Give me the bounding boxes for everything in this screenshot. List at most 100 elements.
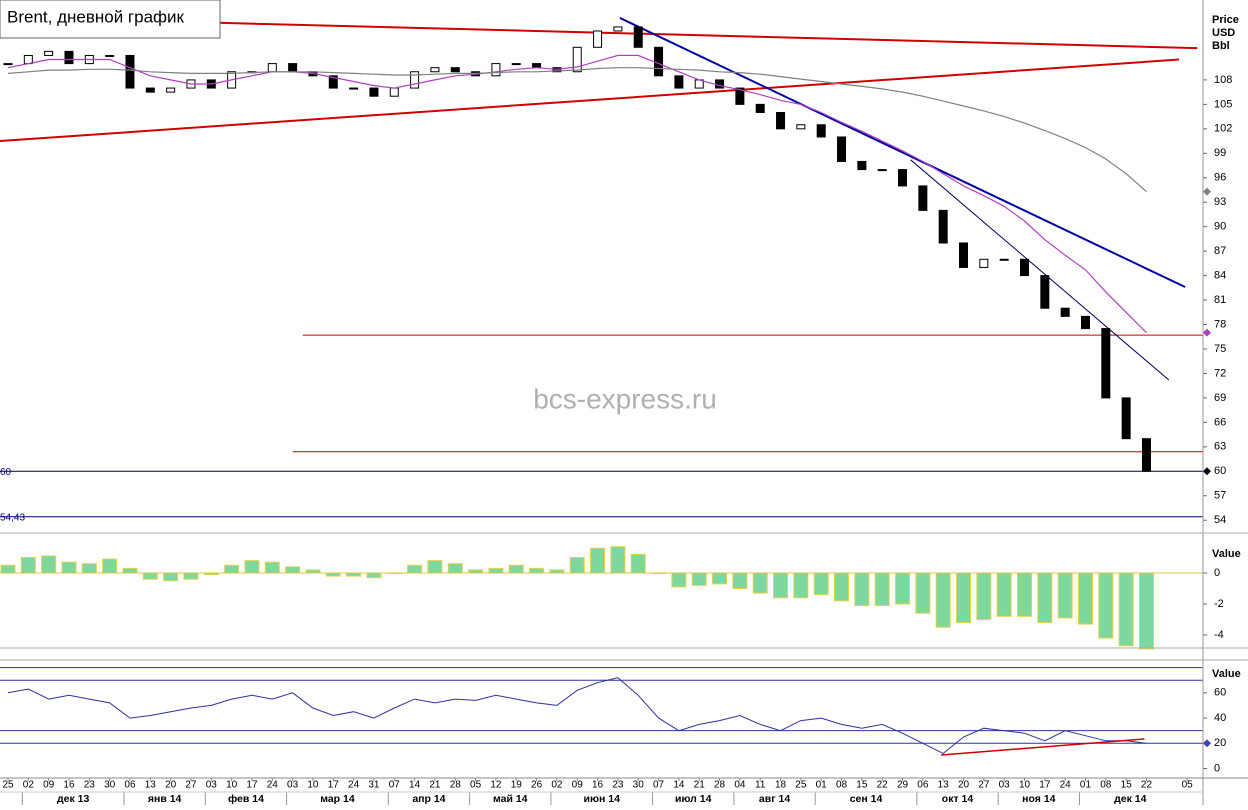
y-axis-label: Price bbox=[1212, 14, 1239, 26]
y-tick-label: 20 bbox=[1214, 737, 1226, 749]
x-tick-label: 24 bbox=[348, 780, 360, 791]
watermark: bcs-express.ru bbox=[533, 383, 717, 414]
macd-bar bbox=[935, 572, 951, 628]
candle bbox=[572, 46, 582, 73]
x-tick-label: 01 bbox=[1080, 780, 1092, 791]
x-tick-label: 03 bbox=[206, 780, 218, 791]
macd-bar bbox=[447, 563, 463, 574]
candle bbox=[735, 87, 745, 105]
candle bbox=[999, 258, 1009, 261]
y-tick-label: 60 bbox=[1214, 687, 1226, 699]
x-tick-label: 20 bbox=[165, 780, 177, 791]
x-tick-label: 08 bbox=[1100, 780, 1112, 791]
macd-bar bbox=[1098, 572, 1114, 639]
x-tick-label: 15 bbox=[856, 780, 868, 791]
macd-bar bbox=[0, 564, 16, 574]
y-tick-label: 93 bbox=[1214, 196, 1226, 208]
x-tick-label: 28 bbox=[450, 780, 462, 791]
macd-bar bbox=[1138, 572, 1154, 650]
x-tick-label: 17 bbox=[1039, 780, 1051, 791]
macd-bar bbox=[244, 560, 260, 574]
macd-bar bbox=[671, 572, 687, 588]
candle bbox=[44, 50, 54, 56]
x-tick-label: 30 bbox=[104, 780, 116, 791]
y-tick-label: 72 bbox=[1214, 367, 1226, 379]
moving-average bbox=[7, 67, 1147, 193]
macd-bar bbox=[773, 572, 789, 599]
macd-bar bbox=[996, 572, 1012, 617]
macd-bar bbox=[834, 572, 850, 602]
candle bbox=[389, 87, 399, 97]
y-tick-label: 75 bbox=[1214, 343, 1226, 355]
y-tick-label: 81 bbox=[1214, 294, 1226, 306]
candle bbox=[23, 54, 33, 65]
macd-bar bbox=[813, 572, 829, 596]
x-tick-label: 27 bbox=[978, 780, 990, 791]
x-tick-label: 12 bbox=[490, 780, 502, 791]
macd-bar bbox=[630, 553, 646, 574]
x-tick-label: 24 bbox=[1060, 780, 1072, 791]
x-tick-label: 10 bbox=[307, 780, 319, 791]
trendline bbox=[910, 159, 1170, 381]
x-tick-label: 16 bbox=[592, 780, 604, 791]
x-tick-label: 04 bbox=[734, 780, 746, 791]
moving-average bbox=[7, 54, 1147, 334]
candle bbox=[938, 209, 948, 244]
month-label: апр 14 bbox=[412, 793, 445, 805]
month-label: май 14 bbox=[493, 793, 528, 805]
y-tick-label: 105 bbox=[1214, 98, 1232, 110]
x-tick-label: 24 bbox=[267, 780, 279, 791]
candle bbox=[328, 75, 338, 89]
x-tick-label: 14 bbox=[409, 780, 421, 791]
x-tick-label: 03 bbox=[287, 780, 299, 791]
month-label: июн 14 bbox=[584, 793, 621, 805]
candle bbox=[816, 124, 826, 138]
candle bbox=[349, 87, 359, 90]
y-tick-label: 0 bbox=[1214, 567, 1220, 579]
month-label: окт 14 bbox=[942, 793, 974, 805]
macd-bar bbox=[122, 567, 138, 574]
axis-marker bbox=[1203, 187, 1211, 196]
macd-bar bbox=[366, 572, 382, 579]
candle bbox=[593, 30, 603, 48]
macd-bar bbox=[102, 558, 118, 574]
x-tick-label: 25 bbox=[2, 780, 14, 791]
macd-bar bbox=[508, 564, 524, 574]
x-tick-label: 02 bbox=[23, 780, 35, 791]
macd-bar bbox=[1017, 572, 1032, 617]
y-tick-label: 54 bbox=[1214, 514, 1226, 526]
x-tick-label: 06 bbox=[917, 780, 929, 791]
candle bbox=[450, 67, 460, 73]
x-tick-label: 08 bbox=[836, 780, 848, 791]
y-tick-label: 69 bbox=[1214, 392, 1226, 404]
x-tick-label: 22 bbox=[1141, 780, 1153, 791]
macd-bar bbox=[285, 566, 301, 574]
axis-marker bbox=[1203, 328, 1211, 337]
x-tick-label: 07 bbox=[389, 780, 401, 791]
macd-bar bbox=[915, 572, 931, 614]
x-tick-label: 05 bbox=[470, 780, 482, 791]
y-tick-label: 84 bbox=[1214, 270, 1226, 282]
candle bbox=[1020, 258, 1029, 277]
y-tick-label: 63 bbox=[1214, 441, 1226, 453]
macd-bar bbox=[427, 560, 443, 574]
y-tick-label: 108 bbox=[1214, 74, 1232, 86]
candle bbox=[959, 242, 969, 268]
candle bbox=[1141, 438, 1151, 472]
x-tick-label: 07 bbox=[653, 780, 665, 791]
month-label: янв 14 bbox=[148, 793, 182, 805]
month-label: дек 13 bbox=[57, 793, 90, 805]
y-tick-label: -2 bbox=[1214, 598, 1224, 610]
macd-bar bbox=[183, 572, 199, 580]
macd-bar bbox=[895, 572, 911, 605]
macd-bar bbox=[20, 557, 36, 574]
y-tick-label: 60 bbox=[1214, 465, 1226, 477]
macd-bar bbox=[691, 572, 707, 586]
title-box bbox=[0, 0, 221, 39]
candle bbox=[755, 103, 765, 114]
candle bbox=[532, 63, 542, 69]
x-tick-label: 17 bbox=[328, 780, 340, 791]
macd-bar bbox=[590, 547, 606, 574]
macd-bar bbox=[41, 555, 57, 574]
x-tick-label: 03 bbox=[999, 780, 1011, 791]
